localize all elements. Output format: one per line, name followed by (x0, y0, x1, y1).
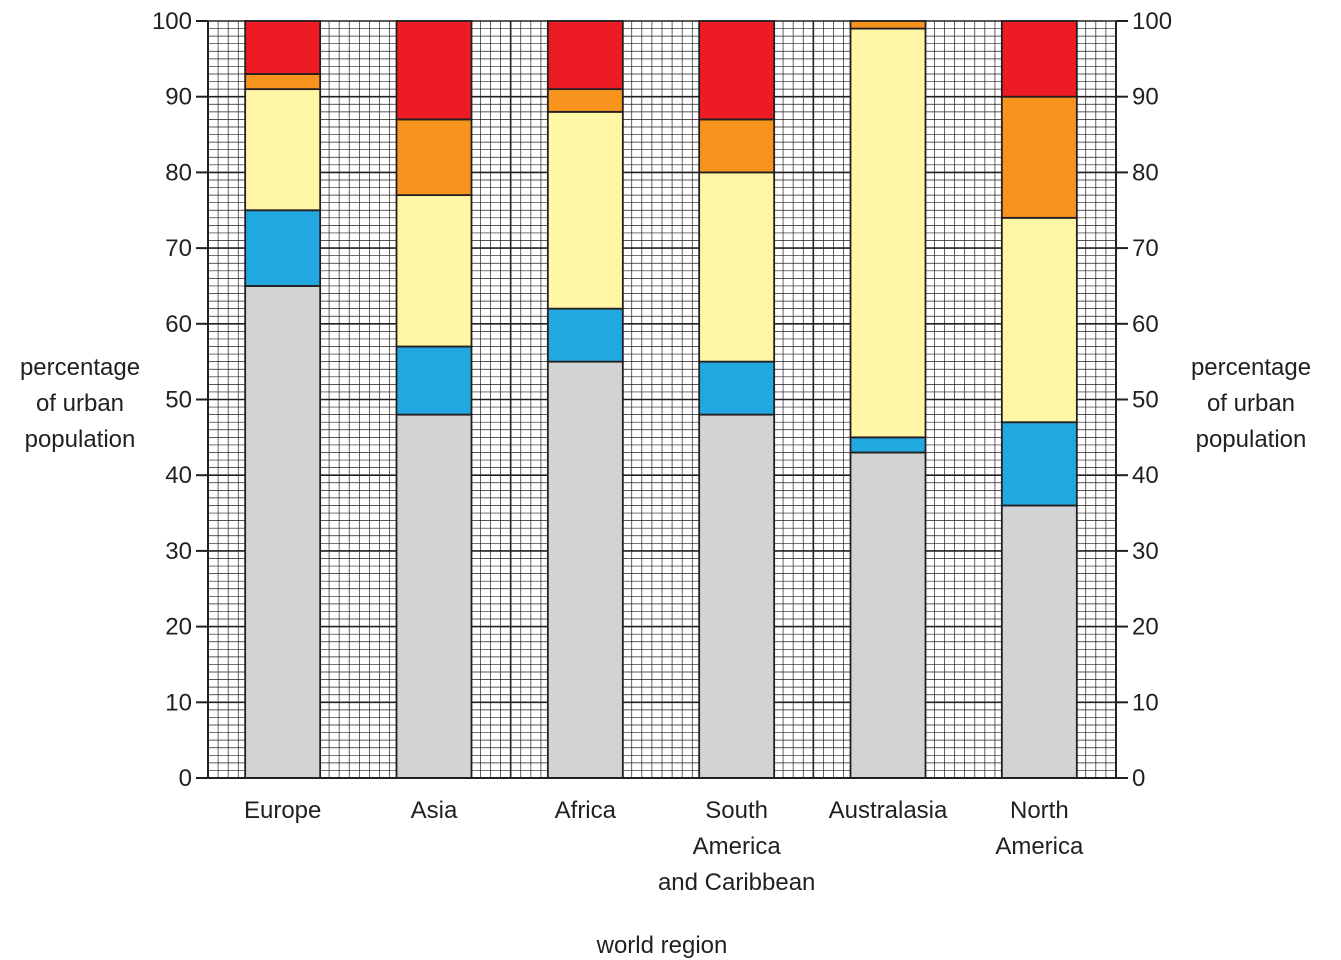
bar-stack (546, 20, 624, 779)
y-tick-label-left: 100 (152, 8, 192, 35)
bar-segment (546, 20, 624, 91)
axes (196, 20, 1128, 779)
y-tick-label-right: 10 (1132, 689, 1159, 716)
bar-segment (849, 436, 927, 454)
bar-segment (395, 194, 473, 348)
bar-segment (546, 88, 624, 113)
bar-segment (546, 360, 624, 779)
bar-segment (1000, 216, 1078, 424)
y-tick-label-right: 0 (1132, 765, 1145, 792)
bar-segment (698, 118, 776, 174)
bar-segment (849, 451, 927, 779)
x-category-label-line: Europe (244, 797, 321, 824)
y-axis-title-right-line: of urban (1207, 390, 1295, 417)
y-tick-label-left: 80 (165, 159, 192, 186)
y-axis-title-left-line: population (25, 426, 136, 453)
y-tick-label-right: 20 (1132, 614, 1159, 641)
y-tick-label-left: 0 (179, 765, 192, 792)
bar-segment (395, 345, 473, 416)
x-category-label-line: Australasia (829, 797, 948, 824)
bar-segment (849, 27, 927, 439)
x-category-label-line: America (693, 833, 782, 860)
y-axis-title-right: percentage of urban population (1191, 354, 1311, 453)
x-category-label: South America and Caribbean (658, 797, 815, 896)
bar-segment (1000, 95, 1078, 219)
bar-stack (698, 20, 776, 779)
x-category-label: Africa (555, 797, 617, 824)
bar-segment (244, 209, 322, 287)
bar-segment (244, 285, 322, 779)
bar-segment (698, 20, 776, 121)
y-tick-label-right: 80 (1132, 159, 1159, 186)
y-tick-label-right: 90 (1132, 84, 1159, 111)
bar-segment (1000, 20, 1078, 98)
y-tick-label-left: 50 (165, 387, 192, 414)
y-axis-title-right-line: percentage (1191, 354, 1311, 381)
y-tick-label-right: 100 (1132, 8, 1172, 35)
bar-segment (1000, 421, 1078, 507)
bar-stack (849, 20, 927, 779)
x-category-label: Europe (244, 797, 321, 824)
y-tick-label-right: 60 (1132, 311, 1159, 338)
y-tick-label-left: 60 (165, 311, 192, 338)
x-category-label-line: Asia (411, 797, 458, 824)
y-tick-label-right: 30 (1132, 538, 1159, 565)
bar-segment (698, 413, 776, 779)
y-tick-label-left: 40 (165, 462, 192, 489)
y-tick-label-left: 90 (165, 84, 192, 111)
bar-segment (849, 20, 927, 30)
bar-segment (395, 413, 473, 779)
x-category-label-line: Africa (555, 797, 617, 824)
y-tick-label-left: 10 (165, 689, 192, 716)
y-tick-label-left: 30 (165, 538, 192, 565)
x-category-label: Australasia (829, 797, 948, 824)
bar-segment (395, 118, 473, 197)
y-axis-title-left-line: of urban (36, 390, 124, 417)
bar-segment (698, 171, 776, 363)
y-axis-title-right-line: population (1196, 426, 1307, 453)
labels: 0 0 10 10 20 20 30 30 40 40 50 50 60 60 70 70 80 80 90 90 10… (20, 8, 1311, 959)
x-category-label-line: North (1010, 797, 1069, 824)
x-category-label: Asia (411, 797, 458, 824)
bar-segment (244, 88, 322, 212)
y-tick-label-right: 40 (1132, 462, 1159, 489)
bar-segment (1000, 504, 1078, 779)
y-tick-label-right: 50 (1132, 387, 1159, 414)
x-category-label-line: America (995, 833, 1084, 860)
y-axis-title-left-line: percentage (20, 354, 140, 381)
graph-paper-grid (207, 20, 1117, 779)
bar-segment (244, 73, 322, 91)
x-category-label-line: and Caribbean (658, 869, 815, 896)
bar-segment (395, 20, 473, 121)
bar-segment (546, 110, 624, 310)
bar-stack (395, 20, 473, 779)
y-tick-label-right: 70 (1132, 235, 1159, 262)
x-category-label: North America (995, 797, 1084, 860)
y-tick-label-left: 20 (165, 614, 192, 641)
bar-segment (698, 360, 776, 416)
bar-stack (1000, 20, 1078, 779)
x-category-label-line: South (705, 797, 768, 824)
bars (244, 20, 1078, 779)
y-tick-label-left: 70 (165, 235, 192, 262)
bar-segment (546, 307, 624, 363)
x-axis-title: world region (596, 932, 728, 959)
bar-segment (244, 20, 322, 75)
bar-stack (244, 20, 322, 779)
y-axis-title-left: percentage of urban population (20, 354, 140, 453)
